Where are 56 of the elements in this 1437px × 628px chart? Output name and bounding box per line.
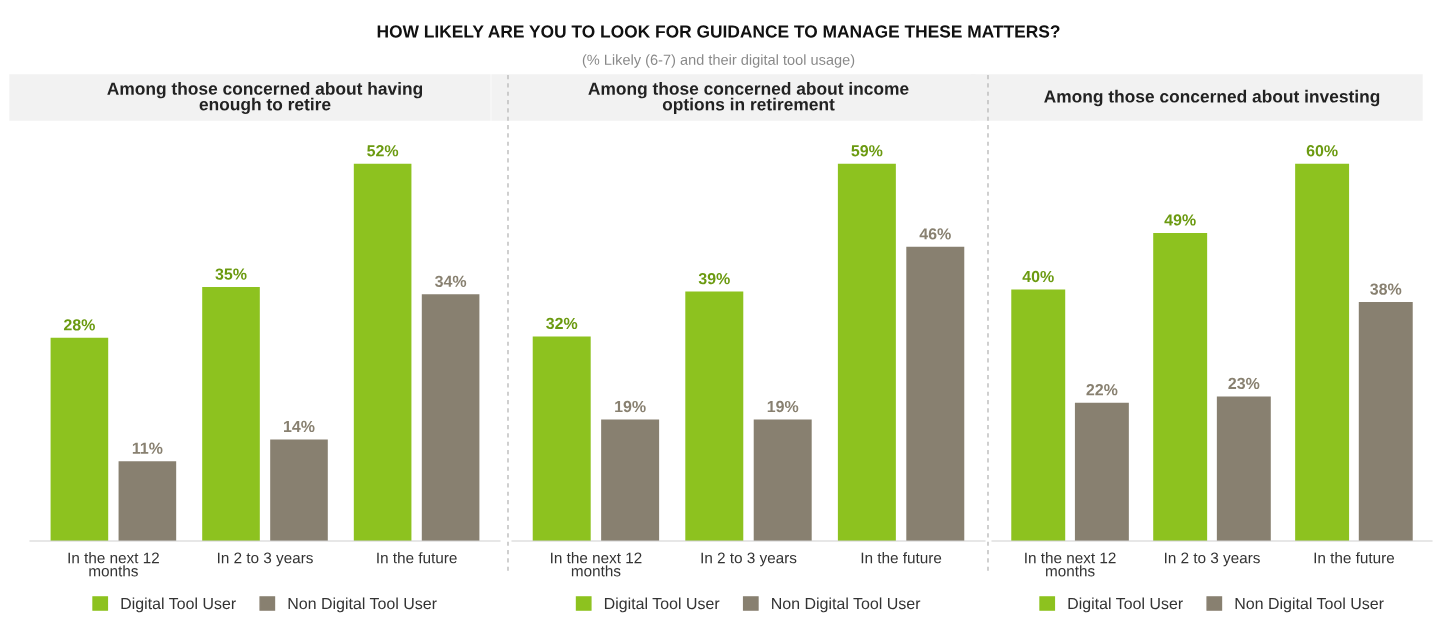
bar (532, 336, 591, 541)
bar (353, 163, 412, 541)
x-tick-label: In the future (377, 552, 457, 564)
bar (1358, 302, 1413, 541)
data-label: 52% (367, 145, 399, 157)
data-label: 59% (851, 145, 883, 157)
legend-label: Non Digital Tool User (288, 597, 437, 613)
x-tick-label: In 2 to 3 years (1165, 552, 1260, 567)
text: (% Likely (6-7) and their digital tool usage) (582, 54, 855, 68)
data-label: 49% (1164, 214, 1196, 226)
text: HOW LIKELY ARE YOU TO LOOK FOR GUIDANCE TO MANAGE THESE MATTERS? (377, 25, 1060, 38)
bar (1153, 232, 1208, 541)
data-label: 35% (215, 268, 247, 280)
bar (906, 246, 965, 541)
data-label: 38% (1370, 283, 1402, 295)
bar (1074, 402, 1129, 541)
legend-label: Digital Tool User (604, 597, 720, 613)
data-label: 11% (132, 442, 163, 454)
legend-label: Digital Tool User (1068, 597, 1183, 613)
data-label: 40% (1022, 270, 1054, 283)
bar (50, 337, 109, 541)
legend-label: Digital Tool User (121, 597, 236, 613)
x-tick-label: In the future (861, 552, 942, 564)
data-label: 14% (284, 420, 315, 433)
x-tick-label: In the next 12 months (1025, 552, 1116, 577)
bar (753, 419, 812, 541)
data-label: 34% (434, 275, 467, 288)
bar (1011, 289, 1066, 541)
bar (421, 294, 480, 541)
x-tick-label: In the next 12 months (68, 552, 159, 577)
legend-label: Non Digital Tool User (1235, 597, 1384, 613)
x-tick-label: In 2 to 3 years (218, 552, 313, 567)
chart-title: Among those concerned about having enough to retire (107, 82, 423, 114)
bar (685, 291, 744, 541)
bar (1216, 396, 1271, 541)
data-label: 19% (767, 400, 799, 413)
bar (118, 461, 177, 541)
data-label: 23% (1228, 377, 1260, 390)
data-label: 28% (63, 319, 95, 331)
data-label: 22% (1086, 384, 1118, 396)
bar (1295, 163, 1350, 541)
bar (837, 163, 896, 541)
chart-title: Among those concerned about income options in retirement (588, 82, 909, 114)
legend-label: Non Digital Tool User (772, 597, 921, 613)
bar (601, 419, 660, 541)
x-tick-label: In 2 to 3 years (701, 552, 797, 567)
bar (270, 439, 328, 541)
data-label: 60% (1306, 145, 1338, 157)
x-tick-label: In the next 12 months (551, 552, 642, 577)
x-tick-label: In the future (1314, 552, 1395, 564)
bar (202, 287, 260, 541)
chart-title: Among those concerned about investing (1044, 89, 1380, 107)
data-label: 32% (546, 317, 578, 330)
data-label: 39% (698, 272, 730, 285)
data-label: 46% (919, 228, 951, 240)
data-label: 19% (615, 400, 646, 413)
